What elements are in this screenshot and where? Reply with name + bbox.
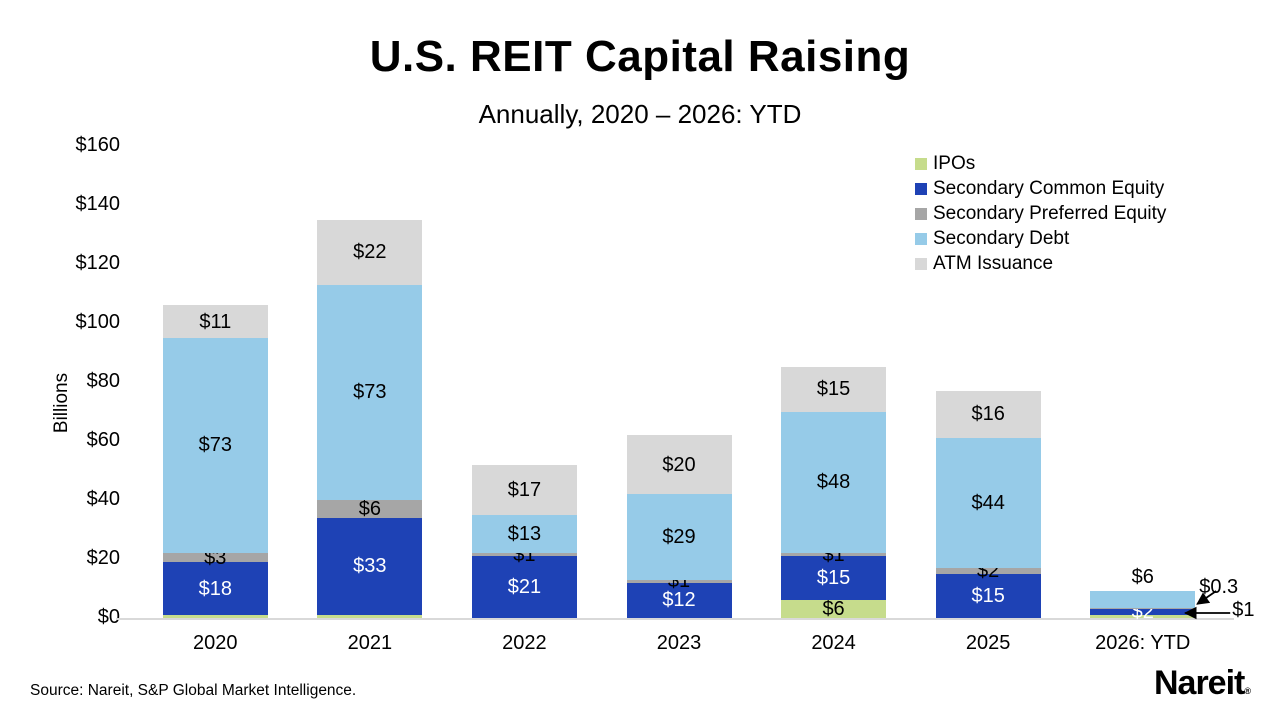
bar-segment-secondary-preferred-equity bbox=[935, 567, 1041, 574]
bar-value-label: $6 bbox=[822, 598, 845, 621]
legend-swatch-icon bbox=[915, 232, 927, 245]
bar-value-label: $48 bbox=[816, 471, 851, 494]
legend-swatch-icon bbox=[915, 207, 927, 220]
nareit-logo: Nareit® bbox=[1153, 664, 1251, 703]
bar-value-label: $15 bbox=[971, 584, 1005, 607]
legend-item-secondary-common-equity: Secondary Common Equity bbox=[915, 176, 1166, 201]
source-note: Source: Nareit, S&P Global Market Intell… bbox=[30, 682, 357, 699]
bar-value-label: $11 bbox=[199, 310, 232, 333]
bar-value-label: $29 bbox=[662, 525, 696, 548]
bar-value-label: $15 bbox=[816, 378, 851, 401]
bar-segment-atm-issuance bbox=[935, 390, 1041, 439]
bar-segment-ipos bbox=[317, 615, 423, 618]
y-axis-tick-label: $140 bbox=[75, 193, 121, 215]
x-axis-category-label: 2021 bbox=[347, 632, 393, 654]
legend-swatch-icon bbox=[915, 182, 927, 195]
legend-label: Secondary Debt bbox=[933, 228, 1070, 249]
bar-value-label: $44 bbox=[971, 491, 1005, 514]
x-axis-category-label: 2022 bbox=[502, 632, 547, 654]
x-axis-category-label: 2024 bbox=[811, 632, 856, 654]
y-axis-label: Billions bbox=[51, 372, 72, 434]
x-axis-category-label: 2023 bbox=[656, 632, 702, 654]
y-axis-tick-label: $0 bbox=[97, 606, 120, 628]
bar-value-label: $6 bbox=[1131, 565, 1154, 588]
annotation-label: $0.3 bbox=[1199, 576, 1239, 598]
y-axis-tick-label: $160 bbox=[75, 134, 121, 156]
y-axis-tick-label: $80 bbox=[86, 370, 120, 392]
x-axis-category-label: 2025 bbox=[965, 632, 1011, 654]
y-axis-tick-label: $20 bbox=[86, 547, 120, 569]
bar-segment-secondary-common-equity bbox=[626, 582, 732, 618]
bar-segment-atm-issuance bbox=[781, 367, 887, 412]
bar-value-label: $13 bbox=[507, 522, 542, 545]
bar-value-label: $18 bbox=[198, 577, 232, 600]
legend-label: IPOs bbox=[933, 153, 976, 174]
y-axis-tick-label: $60 bbox=[86, 429, 120, 451]
bar-segment-secondary-preferred-equity bbox=[162, 553, 268, 562]
legend-label: Secondary Common Equity bbox=[933, 178, 1165, 199]
bar-segment-atm-issuance bbox=[162, 305, 268, 338]
bar-segment-atm-issuance bbox=[626, 435, 732, 495]
legend-label: Secondary Preferred Equity bbox=[933, 203, 1167, 224]
y-axis-tick-label: $40 bbox=[86, 488, 120, 510]
nareit-logo-text: Nareit bbox=[1153, 664, 1245, 702]
legend-label: ATM Issuance bbox=[933, 253, 1054, 274]
legend-item-secondary-preferred-equity: Secondary Preferred Equity bbox=[915, 201, 1166, 226]
registered-mark: ® bbox=[1244, 686, 1251, 696]
bar-value-label: $6 bbox=[358, 497, 381, 520]
x-axis-category-label: 2026: YTD bbox=[1095, 632, 1191, 654]
bar-segment-secondary-debt bbox=[935, 438, 1041, 568]
legend-item-atm-issuance: ATM Issuance bbox=[915, 251, 1166, 276]
bar-value-label: $33 bbox=[353, 555, 387, 578]
bar-segment-atm-issuance bbox=[471, 464, 577, 515]
bar-value-label: $16 bbox=[971, 403, 1005, 426]
y-axis-tick-label: $100 bbox=[75, 311, 121, 333]
bar-segment-secondary-debt bbox=[471, 514, 577, 554]
bar-value-label: $17 bbox=[507, 478, 542, 501]
bar-segment-secondary-debt bbox=[626, 494, 732, 580]
bar-segment-secondary-common-equity bbox=[162, 561, 268, 616]
legend-item-secondary-debt: Secondary Debt bbox=[915, 226, 1166, 251]
bar-segment-secondary-common-equity bbox=[471, 556, 577, 618]
bar-segment-secondary-preferred-equity bbox=[317, 500, 423, 518]
bar-value-label: $21 bbox=[507, 576, 542, 599]
chart-legend: IPOs Secondary Common Equity Secondary Pre… bbox=[915, 151, 1166, 276]
bar-segment-atm-issuance bbox=[317, 219, 423, 285]
y-axis-tick-label: $120 bbox=[75, 252, 121, 274]
bar-segment-secondary-common-equity bbox=[781, 556, 887, 601]
bar-segment-secondary-preferred-equity bbox=[1090, 608, 1196, 610]
bar-segment-secondary-preferred-equity bbox=[626, 579, 732, 583]
x-axis-category-label: 2020 bbox=[193, 632, 238, 654]
bar-segment-secondary-common-equity bbox=[317, 517, 423, 616]
chart-title: U.S. REIT Capital Raising bbox=[369, 32, 911, 81]
bar-segment-ipos bbox=[1090, 615, 1196, 618]
chart-subtitle: Annually, 2020 – 2026: YTD bbox=[478, 99, 802, 129]
bar-value-label: $73 bbox=[353, 381, 387, 404]
x-axis-line bbox=[116, 618, 1234, 620]
bar-value-label: $12 bbox=[662, 589, 696, 612]
bar-segment-secondary-debt bbox=[162, 337, 268, 554]
bar-segment-secondary-preferred-equity bbox=[781, 553, 887, 557]
annotation-label: $1 bbox=[1232, 599, 1255, 621]
bar-segment-secondary-preferred-equity bbox=[471, 553, 577, 557]
bar-value-label: $73 bbox=[198, 434, 232, 457]
bar-value-label: $22 bbox=[353, 241, 387, 264]
bar-segment-secondary-debt bbox=[1090, 590, 1196, 609]
legend-swatch-icon bbox=[915, 157, 927, 170]
legend-swatch-icon bbox=[915, 257, 927, 270]
bar-segment-secondary-debt bbox=[781, 411, 887, 554]
bar-segment-ipos bbox=[162, 615, 268, 618]
bar-value-label: $15 bbox=[816, 567, 851, 590]
bar-value-label: $20 bbox=[662, 453, 696, 476]
bar-segment-secondary-common-equity bbox=[1090, 609, 1196, 616]
bar-segment-ipos bbox=[781, 600, 887, 618]
bar-segment-secondary-common-equity bbox=[935, 573, 1041, 618]
legend-item-ipos: IPOs bbox=[915, 151, 1166, 176]
bar-segment-secondary-debt bbox=[317, 284, 423, 500]
